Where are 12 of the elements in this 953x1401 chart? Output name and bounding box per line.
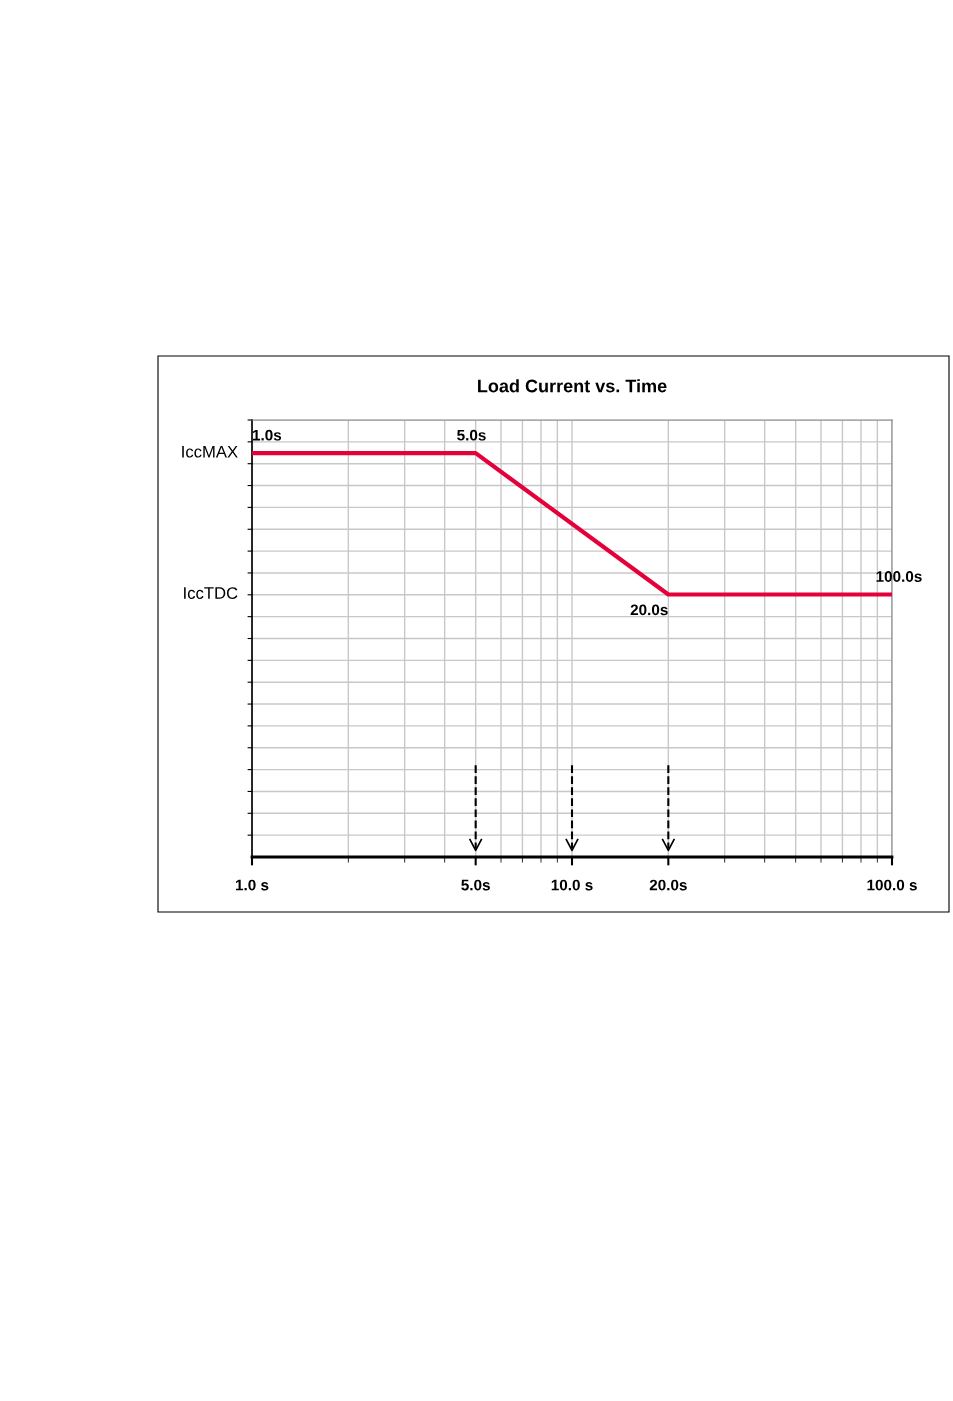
chart-title: Load Current vs. Time <box>478 379 667 393</box>
x-tick-label: 1.0 s <box>235 879 269 891</box>
x-tick-label: 5.0s <box>461 879 490 891</box>
x-tick-label: 20.0s <box>649 879 687 891</box>
annotation: 1.0s <box>252 429 282 441</box>
annotation: 100.0s <box>876 571 922 582</box>
annotation: IccMAX <box>182 445 238 458</box>
annotation: 5.0s <box>457 429 486 441</box>
x-tick-label: 10.0 s <box>551 879 593 891</box>
annotation: 20.0s <box>630 604 668 616</box>
x-tick-label: 100.0 s <box>867 879 917 891</box>
text: IccTDC <box>184 587 238 599</box>
